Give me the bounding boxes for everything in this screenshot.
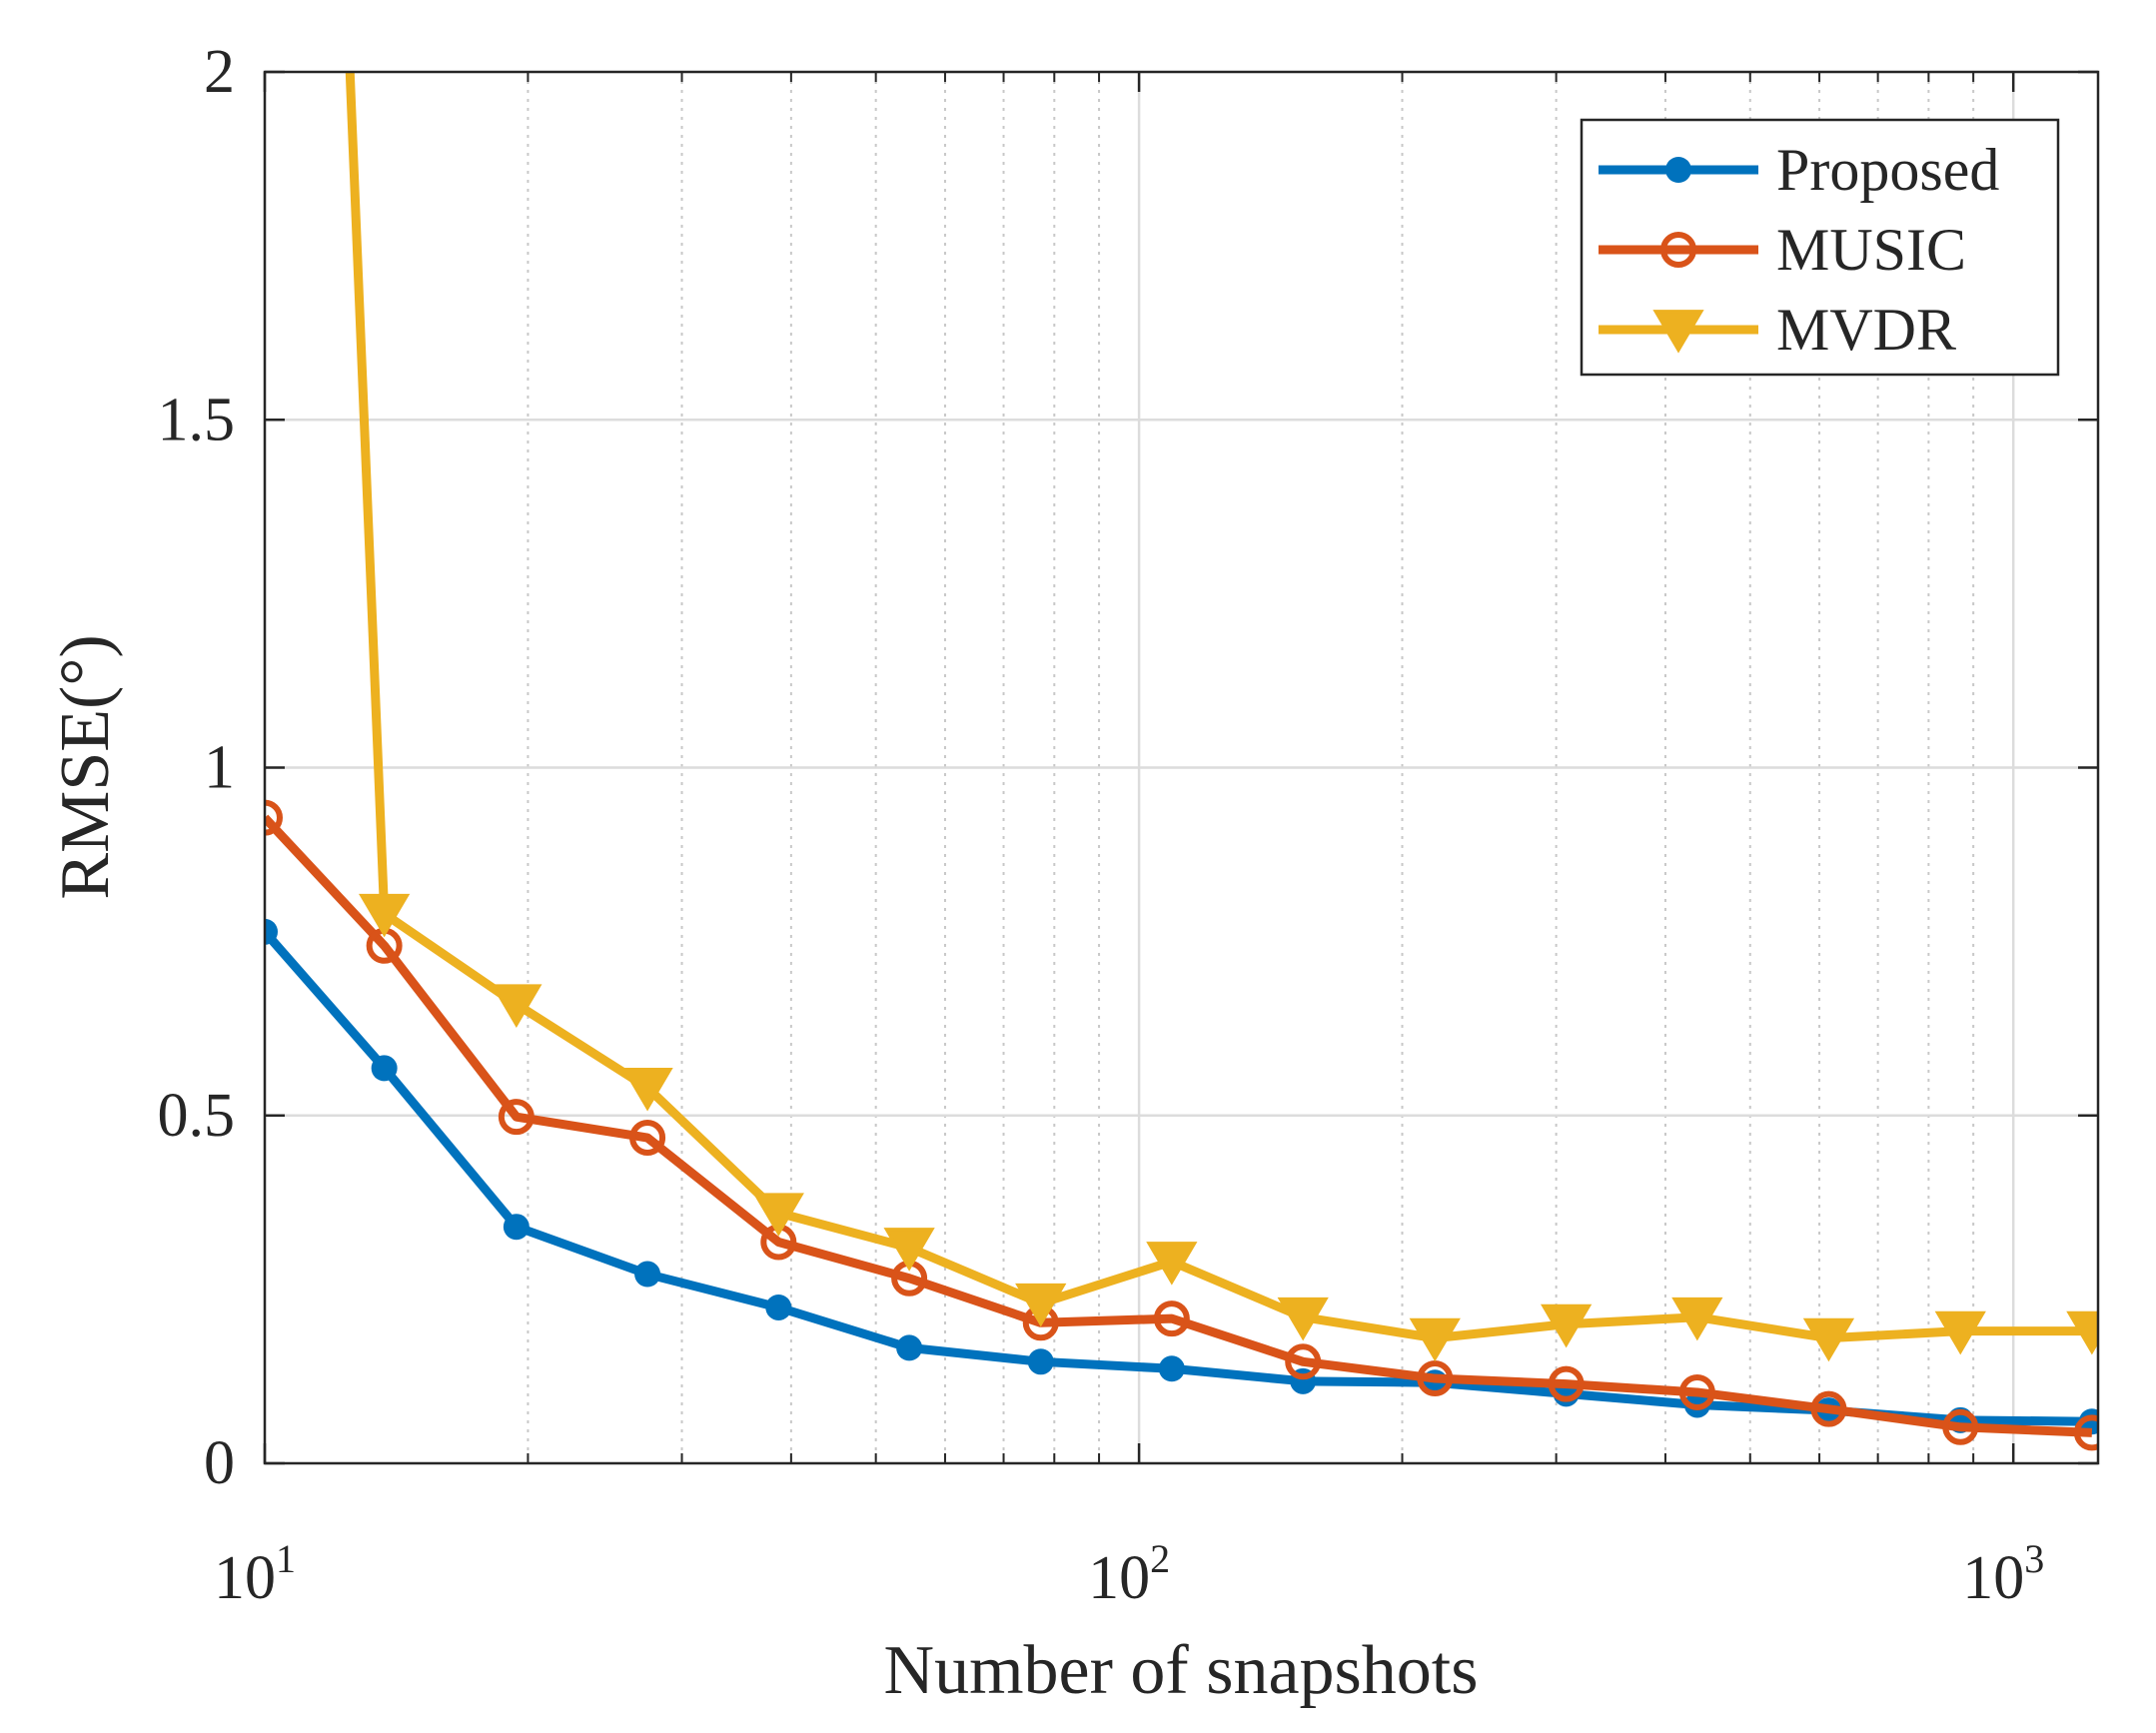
data-point-marker (1015, 1283, 1067, 1327)
data-point-marker (503, 1214, 530, 1241)
tick-labels: 101 102 103 0 0.5 1 1.5 2 (158, 38, 2045, 1612)
data-point-marker (1153, 1300, 1190, 1337)
series-proposed (265, 918, 2098, 1435)
series-music (265, 799, 2098, 1451)
ticks (263, 70, 2098, 1465)
data-point-marker (1665, 157, 1691, 183)
data-point-marker (2073, 1414, 2098, 1451)
legend-label-mvdr: MVDR (1776, 297, 1956, 363)
data-point-marker (1652, 310, 1704, 354)
data-point-marker (371, 1055, 398, 1082)
data-point-marker (883, 1228, 935, 1272)
series-mvdr (345, 72, 2098, 1362)
data-point-marker (1548, 1365, 1585, 1402)
data-point-marker (491, 984, 542, 1028)
legend: Proposed MUSIC MVDR (1580, 118, 2060, 377)
x-axis-label: Number of snapshots (884, 1632, 1479, 1709)
data-point-marker (1802, 1317, 1855, 1362)
x-tick-label: 102 (1088, 1536, 1170, 1612)
x-tick-label: 101 (214, 1536, 296, 1612)
data-point-marker (2066, 1310, 2098, 1355)
data-point-marker (621, 1067, 673, 1112)
data-point-marker (752, 1193, 804, 1237)
data-point-marker (1810, 1390, 1847, 1427)
data-point-marker (265, 918, 278, 945)
data-point-marker (1146, 1242, 1198, 1286)
y-axis-label: RMSE(°) (47, 634, 124, 899)
data-point-marker (1671, 1297, 1723, 1341)
y-tick-label: 0 (204, 1429, 235, 1497)
x-tick-label: 103 (1962, 1536, 2044, 1612)
y-tick-label: 1 (204, 734, 235, 802)
data-point-marker (1285, 1343, 1322, 1380)
data-point-marker (629, 1120, 666, 1157)
data-point-marker (1541, 1303, 1593, 1348)
data-point-marker (359, 893, 411, 938)
data-point-marker (1027, 1348, 1054, 1375)
legend-label-proposed: Proposed (1776, 137, 1999, 203)
data-point-marker (1409, 1317, 1461, 1362)
y-tick-label: 1.5 (158, 386, 236, 453)
grid (265, 72, 2098, 1463)
data-point-marker (634, 1261, 661, 1288)
y-tick-label: 0.5 (158, 1082, 236, 1150)
data-point-marker (498, 1099, 535, 1136)
data-point-marker (1660, 232, 1696, 268)
data-point-marker (1158, 1355, 1185, 1382)
legend-label-music: MUSIC (1776, 217, 1966, 283)
data-point-marker (1942, 1408, 1979, 1445)
data-point-marker (1934, 1310, 1986, 1355)
data-point-marker (1417, 1360, 1454, 1397)
data-point-marker (765, 1294, 792, 1320)
data-point-marker (1277, 1297, 1329, 1341)
series-group (265, 72, 2098, 1451)
series-line (265, 814, 2093, 1437)
data-point-marker (896, 1334, 923, 1361)
y-tick-label: 2 (204, 38, 235, 106)
data-point-marker (265, 799, 283, 836)
data-point-marker (1678, 1373, 1715, 1410)
